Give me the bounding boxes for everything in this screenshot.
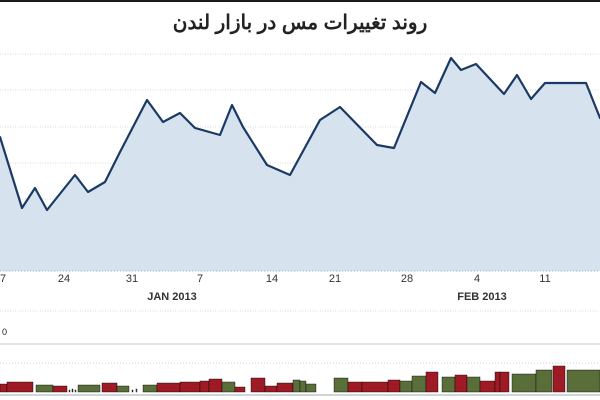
- svg-text:JAN 2013: JAN 2013: [147, 291, 197, 303]
- svg-text:7: 7: [0, 273, 6, 285]
- svg-text:7: 7: [197, 273, 203, 285]
- svg-text:4: 4: [474, 273, 480, 285]
- svg-text:11: 11: [539, 273, 550, 285]
- svg-text:24: 24: [58, 273, 70, 285]
- svg-text:28: 28: [401, 273, 413, 285]
- svg-text:FEB 2013: FEB 2013: [457, 291, 507, 303]
- svg-text:14: 14: [266, 273, 278, 285]
- svg-text:21: 21: [329, 273, 341, 285]
- svg-text:0: 0: [2, 327, 7, 337]
- svg-text:31: 31: [126, 273, 138, 285]
